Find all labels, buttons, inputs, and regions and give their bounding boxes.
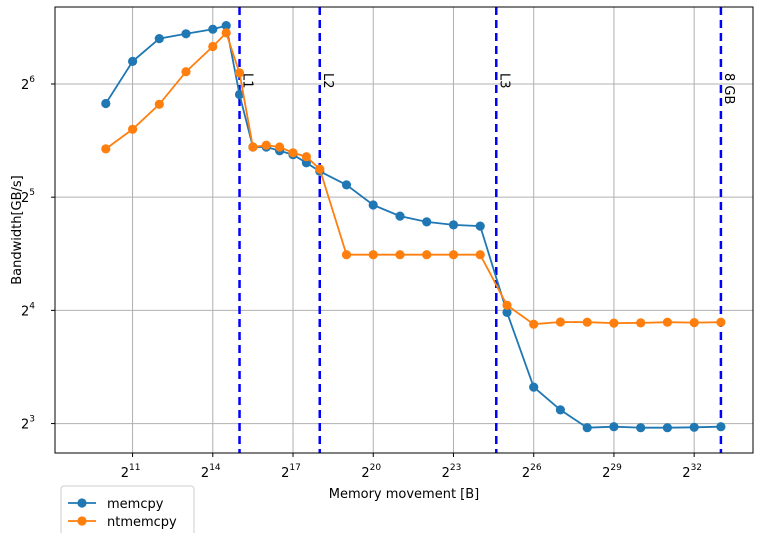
data-point-ntmemcpy [582, 317, 592, 327]
data-point-memcpy [689, 422, 699, 432]
data-point-memcpy [395, 211, 405, 221]
vline-label: L3 [496, 73, 511, 89]
y-tick-label: 26 [21, 75, 35, 93]
data-point-ntmemcpy [609, 318, 619, 328]
x-tick-label: 229 [602, 463, 622, 481]
y-axis-title: Bandwidth[GB/s] [10, 175, 25, 285]
data-point-memcpy [475, 221, 485, 231]
data-point-memcpy [448, 220, 459, 230]
data-point-ntmemcpy [502, 300, 512, 310]
axis-ticks: 211 214 217 220 223 226 229 232 23 24 25 26 [21, 75, 702, 481]
data-point-ntmemcpy [181, 67, 191, 77]
data-point-memcpy [368, 200, 378, 210]
x-tick-label: 223 [442, 463, 462, 481]
data-point-ntmemcpy [689, 318, 699, 328]
data-point-ntmemcpy [315, 164, 325, 174]
x-tick-label: 232 [682, 463, 702, 481]
y-tick-label: 23 [21, 415, 35, 433]
legend-swatch-marker [77, 498, 87, 508]
data-point-ntmemcpy [636, 318, 646, 328]
data-point-ntmemcpy [275, 142, 285, 152]
data-point-memcpy [234, 89, 245, 100]
vline-label: L1 [240, 73, 255, 89]
series-line-memcpy [105, 24, 721, 429]
data-point-ntmemcpy [208, 41, 218, 52]
data-point-ntmemcpy [101, 144, 111, 154]
data-point-memcpy [221, 21, 231, 31]
legend-swatch-marker [77, 516, 87, 526]
data-point-memcpy [128, 56, 138, 66]
data-point-memcpy [716, 422, 726, 432]
y-tick-label: 25 [21, 188, 35, 206]
data-point-ntmemcpy [529, 319, 539, 329]
vline-label: L2 [320, 73, 335, 89]
data-point-ntmemcpy [301, 152, 311, 162]
data-point-ntmemcpy [234, 68, 245, 78]
data-point-ntmemcpy [395, 250, 405, 260]
data-point-memcpy [181, 29, 191, 39]
series-line-ntmemcpy [105, 31, 721, 326]
vline-label: 8 GB [721, 73, 736, 104]
data-point-ntmemcpy [475, 250, 485, 260]
legend-label: memcpy [107, 497, 164, 512]
legend: memcpy ntmemcpy [60, 485, 195, 533]
data-point-ntmemcpy [368, 250, 378, 260]
x-axis-title: Memory movement [B] [329, 487, 480, 502]
data-point-ntmemcpy [422, 250, 432, 260]
data-point-memcpy [502, 307, 512, 317]
data-point-ntmemcpy [341, 250, 352, 260]
x-tick-label: 220 [361, 463, 381, 481]
x-tick-label: 211 [121, 463, 141, 481]
data-point-ntmemcpy [288, 148, 298, 158]
data-point-memcpy [636, 423, 646, 433]
data-point-memcpy [662, 423, 673, 433]
cache-boundary-lines: L1 L2 L3 8 GB [238, 7, 736, 453]
data-point-memcpy [609, 422, 619, 432]
data-point-memcpy [154, 34, 164, 44]
data-point-ntmemcpy [154, 99, 164, 109]
data-point-ntmemcpy [221, 28, 231, 38]
data-point-ntmemcpy [248, 142, 258, 152]
data-point-ntmemcpy [261, 140, 271, 150]
legend-label: ntmemcpy [107, 515, 177, 530]
x-tick-label: 217 [281, 463, 301, 481]
data-point-ntmemcpy [716, 317, 726, 327]
data-point-memcpy [555, 405, 566, 415]
data-point-ntmemcpy [555, 317, 566, 327]
data-point-ntmemcpy [662, 317, 673, 327]
y-tick-label: 24 [21, 301, 35, 319]
plot-frame [54, 6, 754, 454]
data-point-ntmemcpy [128, 124, 138, 134]
data-point-memcpy [101, 98, 111, 109]
data-point-memcpy [582, 423, 592, 433]
data-series [101, 21, 726, 433]
data-point-memcpy [422, 217, 432, 227]
data-point-ntmemcpy [448, 250, 459, 260]
grid [55, 7, 753, 453]
x-tick-label: 214 [201, 463, 221, 481]
data-point-memcpy [529, 382, 539, 392]
data-point-memcpy [341, 180, 352, 190]
x-tick-label: 226 [522, 463, 542, 481]
data-point-memcpy [208, 24, 218, 34]
